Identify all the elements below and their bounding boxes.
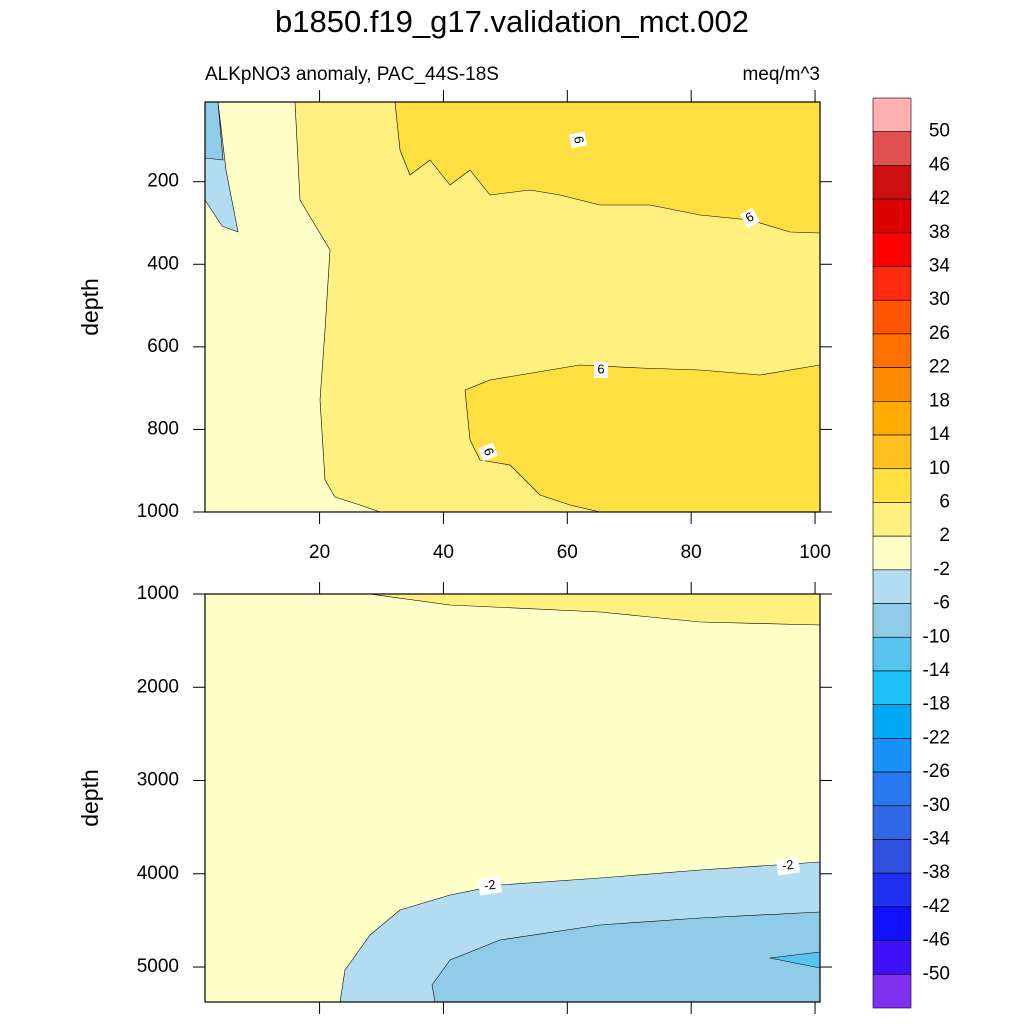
colorbar-label: 42 <box>929 188 950 209</box>
colorbar-label: -26 <box>923 761 950 782</box>
contour-region <box>464 364 820 512</box>
colorbar-label: 46 <box>929 154 950 175</box>
colorbar-box <box>872 165 912 200</box>
y-tick-label: 1000 <box>137 583 179 604</box>
contour-field <box>205 594 820 1002</box>
contour-field <box>205 102 820 512</box>
colorbar-label: -42 <box>923 896 950 917</box>
colorbar-box <box>872 266 912 301</box>
y-tick-label: 5000 <box>137 956 179 977</box>
contour-label: 6 <box>597 361 604 376</box>
colorbar-label: 30 <box>929 289 950 310</box>
colorbar-box <box>872 771 912 807</box>
x-tick-label: 60 <box>557 542 578 563</box>
contour-label: 6 <box>571 135 587 145</box>
colorbar-box <box>872 535 912 571</box>
colorbar-box <box>872 805 912 840</box>
units: meq/m^3 <box>742 64 820 85</box>
colorbar-box <box>872 333 912 368</box>
colorbar-box <box>872 502 912 537</box>
y-axis-label: depth <box>77 769 103 827</box>
y-tick-label: 800 <box>147 418 179 439</box>
colorbar-box <box>872 738 912 773</box>
label-bg <box>477 876 503 896</box>
colorbar-box <box>872 97 912 133</box>
contour-region <box>369 594 820 626</box>
contour-label: -2 <box>781 857 795 873</box>
label-bg <box>568 131 588 149</box>
colorbar-label: 22 <box>929 357 950 378</box>
colorbar-label: -46 <box>923 930 950 951</box>
contour-label: -2 <box>483 877 497 893</box>
colorbar-box <box>872 468 912 503</box>
colorbar-box <box>872 636 912 672</box>
colorbar-box <box>872 670 912 705</box>
colorbar-box <box>872 839 912 874</box>
x-tick-label: 40 <box>433 542 454 563</box>
contour-region <box>431 911 820 1002</box>
colorbar-label: -18 <box>923 694 950 715</box>
colorbar-label: -50 <box>923 963 950 984</box>
colorbar-box <box>872 434 912 470</box>
colorbar-box <box>872 603 912 638</box>
label-bg <box>739 207 761 229</box>
contour-region <box>394 102 820 234</box>
colorbar-label: -14 <box>923 660 951 681</box>
y-tick-label: 3000 <box>137 770 179 791</box>
colorbar-label: 14 <box>929 424 951 445</box>
colorbar-label: 10 <box>929 458 950 479</box>
colorbar-box <box>872 232 912 267</box>
colorbar-label: 50 <box>929 121 950 142</box>
x-tick-label: 100 <box>799 542 831 563</box>
subtitle: ALKpNO3 anomaly, PAC_44S-18S <box>205 64 499 85</box>
y-tick-label: 4000 <box>137 863 179 884</box>
colorbar-box <box>872 299 912 335</box>
colorbar-label: -30 <box>923 795 950 816</box>
contour-region <box>205 102 224 161</box>
x-tick-label: 80 <box>681 542 702 563</box>
colorbar-label: -2 <box>933 559 950 580</box>
colorbar-box <box>872 940 912 975</box>
colorbar-label: -38 <box>923 862 950 883</box>
y-tick-label: 600 <box>147 336 179 357</box>
x-tick-label: 20 <box>309 542 330 563</box>
colorbar-box <box>872 401 912 436</box>
label-bg <box>775 856 801 876</box>
plot-frame <box>204 593 821 1003</box>
colorbar-label: 6 <box>939 491 950 512</box>
colorbar-box <box>872 906 912 941</box>
chart-title: b1850.f19_g17.validation_mct.002 <box>275 4 749 39</box>
colorbar-box <box>872 704 912 739</box>
label-bg <box>478 442 498 462</box>
contour-labels: 6 6 6 6 -2 -2 <box>477 131 801 896</box>
colorbar-label: 38 <box>929 222 950 243</box>
colorbar-label: -6 <box>933 593 950 614</box>
colorbar-label: -10 <box>923 626 950 647</box>
plot-frame <box>204 101 821 513</box>
colorbar-box <box>872 198 912 234</box>
colorbar-label: 34 <box>929 256 951 277</box>
contour-label: 6 <box>481 446 498 458</box>
colorbar-label: 18 <box>929 390 950 411</box>
colorbar-label: 26 <box>929 323 950 344</box>
colorbar-label: 2 <box>939 525 950 546</box>
y-tick-label: 1000 <box>137 501 179 522</box>
label-bg <box>594 362 608 378</box>
colorbar-label: -34 <box>923 828 951 849</box>
colorbar-label: -22 <box>923 727 950 748</box>
colorbar-box <box>872 973 912 1009</box>
colorbar-box <box>872 569 912 604</box>
y-tick-label: 400 <box>147 253 179 274</box>
y-tick-label: 200 <box>147 171 179 192</box>
y-tick-label: 2000 <box>137 676 179 697</box>
colorbar-box <box>872 131 912 166</box>
y-axis-label: depth <box>77 278 103 336</box>
colorbar-box <box>872 367 912 402</box>
contour-region <box>769 951 820 969</box>
colorbar-box <box>872 872 912 908</box>
